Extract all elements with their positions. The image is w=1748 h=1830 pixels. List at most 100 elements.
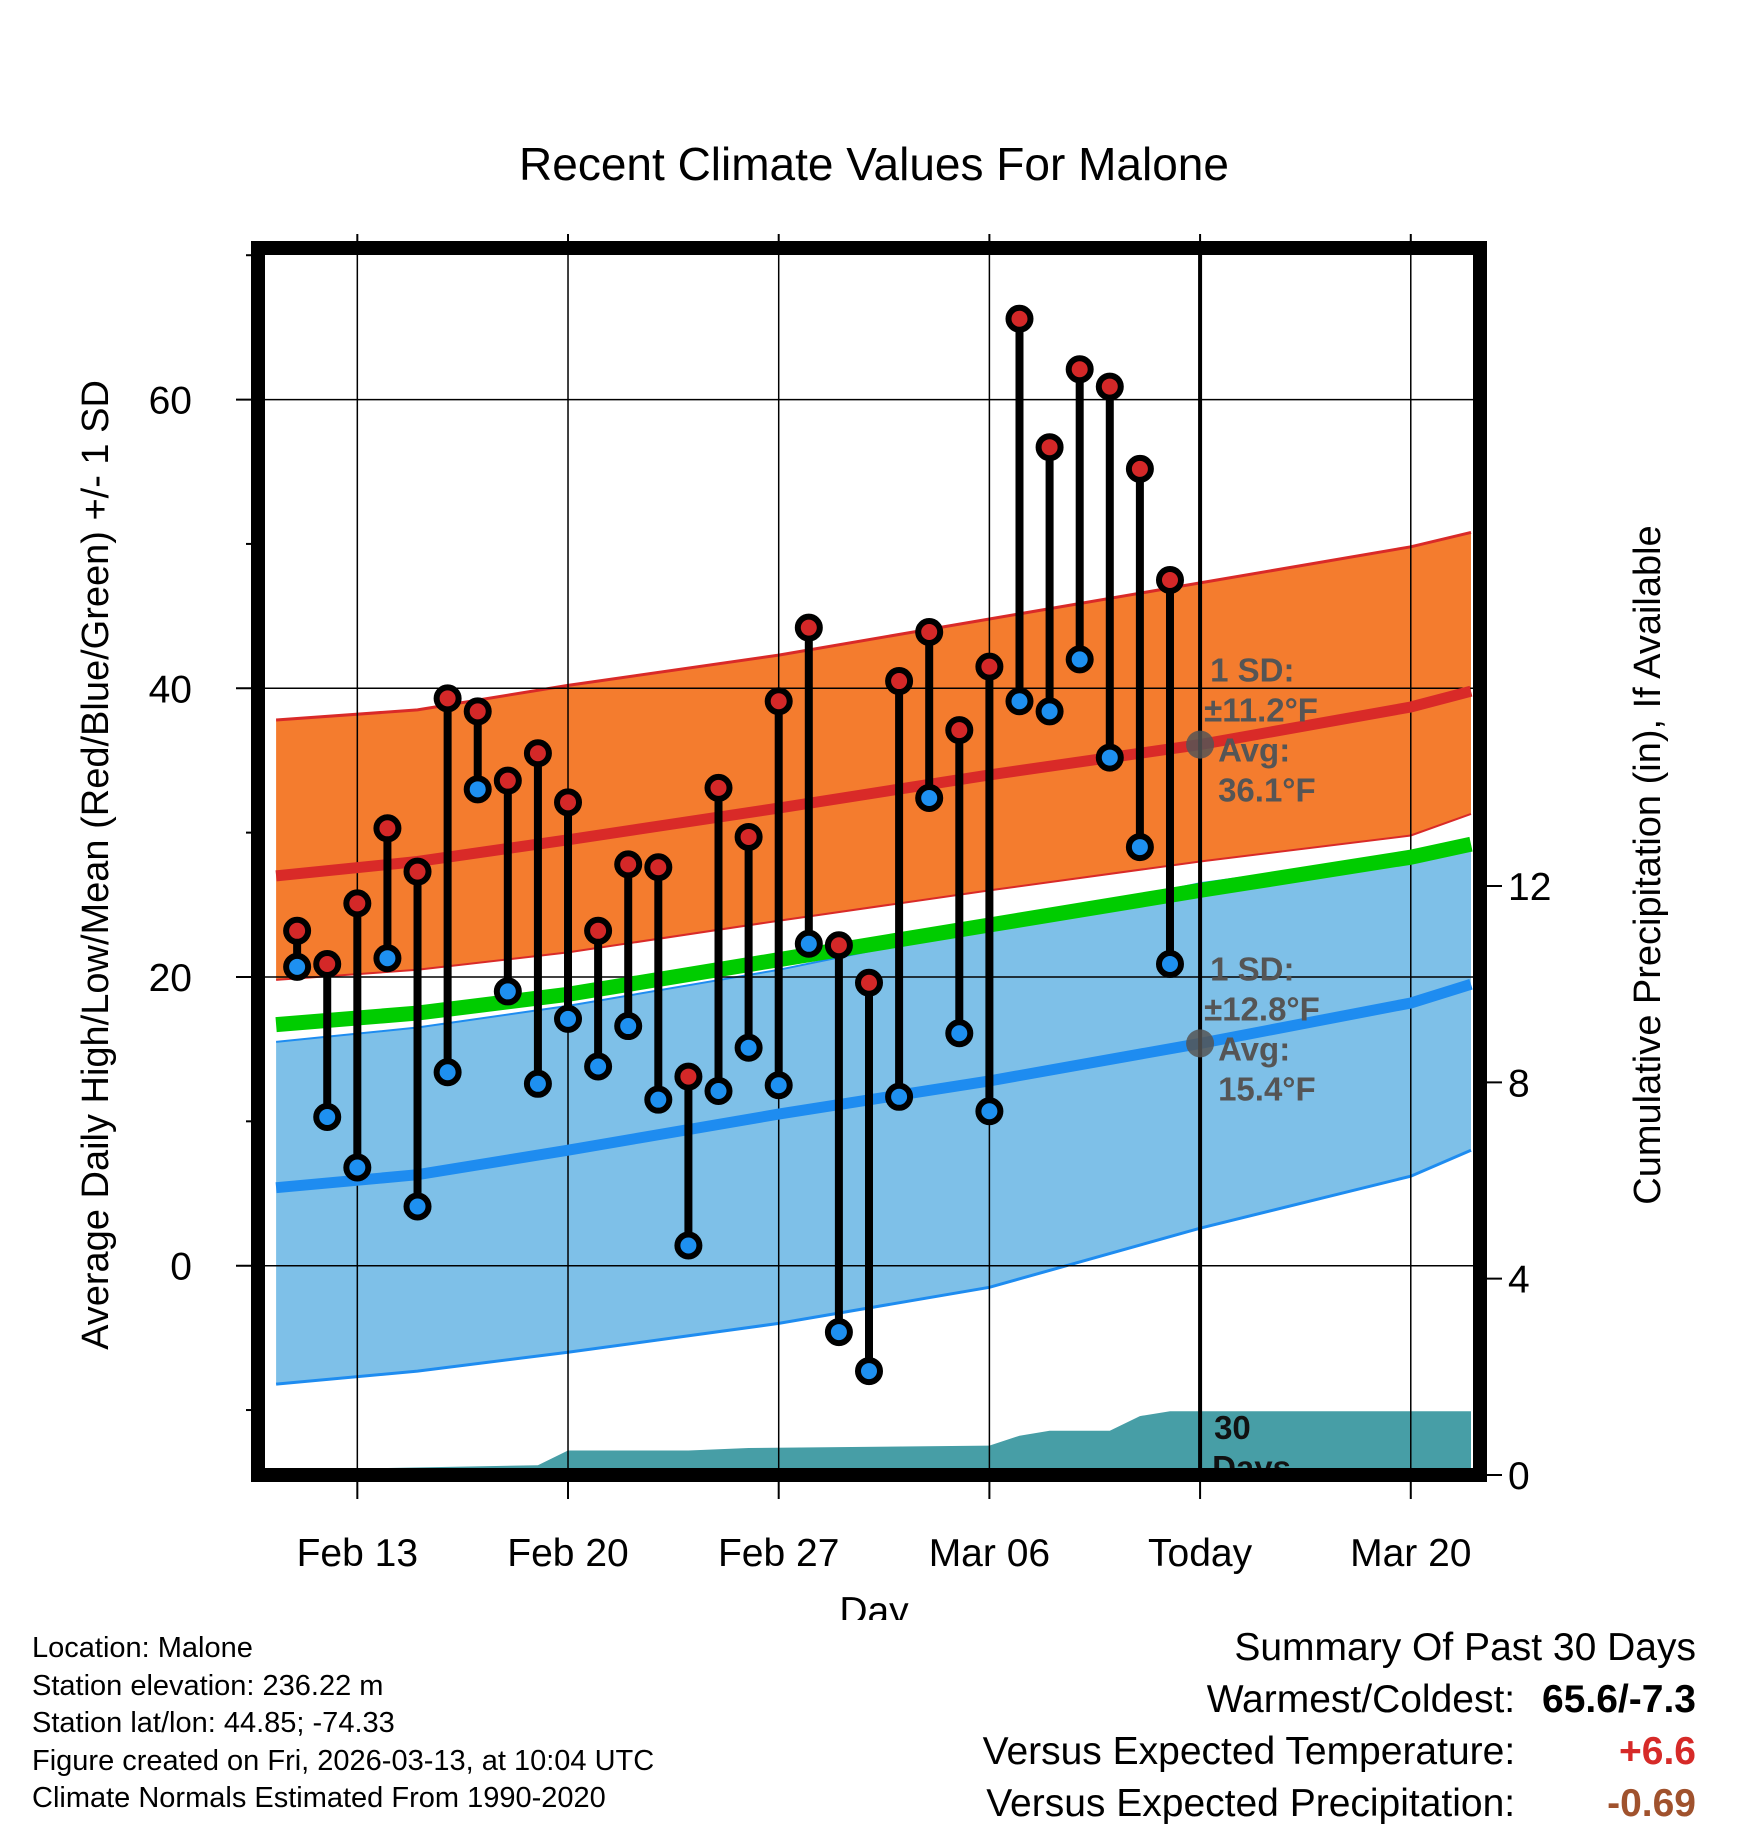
x-tick-label: Feb 20 xyxy=(507,1532,628,1575)
observed-low-dot xyxy=(1095,743,1124,772)
observed-low-dot xyxy=(945,1019,974,1048)
elevation-text: Station elevation: 236.22 m xyxy=(32,1669,384,1702)
observed-high-dot xyxy=(1005,304,1034,333)
observed-high-dot xyxy=(855,968,883,997)
observed-low-dot xyxy=(584,1052,613,1081)
high-avg-label: Avg: xyxy=(1218,732,1290,769)
x-tick-label: Today xyxy=(1148,1532,1253,1575)
observed-low-dot xyxy=(855,1357,883,1386)
observed-high-dot xyxy=(584,916,613,945)
observed-high-dot xyxy=(764,687,793,716)
normal-mean-line xyxy=(275,836,1473,1033)
observed-low-dot xyxy=(343,1153,372,1182)
observed-low-dot xyxy=(313,1103,342,1132)
observed-low-dot xyxy=(403,1192,432,1221)
warmest-coldest-value: 65.6/-7.3 xyxy=(1542,1678,1696,1721)
warmest-coldest-row: Warmest/Coldest: 65.6/-7.3 xyxy=(983,1674,1696,1726)
normal-high-line xyxy=(275,685,1473,882)
observed-high-dot xyxy=(523,739,552,768)
observed-high-dot xyxy=(794,613,823,642)
observed-high-dot xyxy=(493,766,522,795)
normal-low-line xyxy=(275,978,1473,1194)
climate-chart: Recent Climate Values For Malone 1 SD:±1… xyxy=(75,138,1669,1620)
observed-low-dot xyxy=(885,1082,914,1111)
observed-low-dot xyxy=(764,1071,793,1100)
chart-title: Recent Climate Values For Malone xyxy=(519,138,1229,190)
summary-panel: Summary Of Past 30 Days Warmest/Coldest:… xyxy=(983,1622,1696,1830)
precip-anomaly-label: Versus Expected Precipitation: xyxy=(986,1782,1516,1825)
summary-title: Summary Of Past 30 Days xyxy=(1234,1626,1696,1669)
observed-low-dot xyxy=(1125,833,1154,862)
created-text: Figure created on Fri, 2026-03-13, at 10… xyxy=(32,1744,655,1777)
observed-low-dot xyxy=(1155,949,1184,978)
low-sd-label: 1 SD: xyxy=(1210,950,1294,987)
high-avg-marker xyxy=(1186,730,1215,759)
low-avg-value: 15.4°F xyxy=(1218,1070,1316,1107)
observed-high-dot xyxy=(1125,454,1154,483)
observed-low-dot xyxy=(283,952,312,981)
observed-low-dot xyxy=(493,977,522,1006)
observed-high-dot xyxy=(343,889,372,918)
observed-low-dot xyxy=(674,1231,703,1260)
observed-low-dot xyxy=(1035,697,1064,726)
low-avg-marker xyxy=(1186,1029,1215,1058)
observed-low-dot xyxy=(734,1033,763,1062)
observed-low-dot xyxy=(824,1318,853,1347)
low-sd-band xyxy=(276,847,1472,1385)
observed-high-dot xyxy=(824,931,853,960)
precip-anomaly-row: Versus Expected Precipitation: -0.69 xyxy=(983,1778,1696,1830)
observed-high-dot xyxy=(644,853,673,882)
temp-anomaly-value: +6.6 xyxy=(1619,1730,1696,1773)
y-tick-label: 20 xyxy=(149,957,192,1000)
observed-low-dot xyxy=(433,1058,462,1087)
observed-high-dot xyxy=(614,850,643,879)
station-info: Location: Malone Station elevation: 236.… xyxy=(32,1630,654,1818)
y2-tick-label: 4 xyxy=(1508,1259,1530,1302)
high-band-lower-edge xyxy=(276,812,1472,981)
observed-low-dot xyxy=(523,1069,552,1098)
observed-high-dot xyxy=(945,716,974,745)
warmest-coldest-label: Warmest/Coldest: xyxy=(1206,1678,1516,1721)
y-axis-label: Average Daily High/Low/Mean (Red/Blue/Gr… xyxy=(75,380,117,1350)
x-tick-label: Mar 06 xyxy=(929,1532,1050,1575)
x-tick-label: Feb 27 xyxy=(718,1532,839,1575)
observed-low-dot xyxy=(644,1085,673,1114)
observed-high-dot xyxy=(975,652,1004,681)
observed-high-dot xyxy=(1095,372,1124,401)
x-axis-label: Day xyxy=(839,1590,909,1620)
x-tick-label: Mar 20 xyxy=(1350,1532,1471,1575)
observed-high-dot xyxy=(433,684,462,713)
observed-low-dot xyxy=(614,1012,643,1041)
low-sd-value: ±12.8°F xyxy=(1204,990,1320,1027)
observed-high-dot xyxy=(373,814,402,843)
observed-low-dot xyxy=(704,1077,733,1106)
observed-high-dot xyxy=(734,822,763,851)
observed-high-dot xyxy=(463,697,492,726)
y-tick-label: 0 xyxy=(170,1246,192,1289)
y2-tick-label: 8 xyxy=(1508,1062,1530,1105)
low-avg-label: Avg: xyxy=(1218,1030,1290,1067)
high-sd-label: 1 SD: xyxy=(1210,652,1294,689)
observed-high-dot xyxy=(915,617,944,646)
high-sd-value: ±11.2°F xyxy=(1204,692,1318,729)
observed-low-dot xyxy=(915,783,944,812)
y2-axis-label: Cumulative Precipitation (in), If Availa… xyxy=(1627,525,1669,1204)
plot-frame xyxy=(251,241,1487,1482)
observed-high-dot xyxy=(554,788,583,817)
observed-high-dot xyxy=(1065,355,1094,384)
observed-low-dot xyxy=(554,1004,583,1033)
window-days-number: 30 xyxy=(1214,1409,1251,1446)
observed-low-dot xyxy=(463,775,492,804)
y-tick-label: 40 xyxy=(149,668,192,711)
observed-high-dot xyxy=(1155,566,1184,595)
temp-anomaly-label: Versus Expected Temperature: xyxy=(982,1730,1516,1773)
high-avg-value: 36.1°F xyxy=(1218,772,1316,809)
y2-tick-label: 0 xyxy=(1508,1455,1530,1498)
location-text: Location: Malone xyxy=(32,1632,253,1664)
latlon-text: Station lat/lon: 44.85; -74.33 xyxy=(32,1707,395,1739)
precip-area xyxy=(276,1411,1472,1475)
observed-low-dot xyxy=(794,929,823,958)
precip-anomaly-value: -0.69 xyxy=(1607,1782,1696,1825)
x-tick-label: Feb 13 xyxy=(297,1532,418,1575)
